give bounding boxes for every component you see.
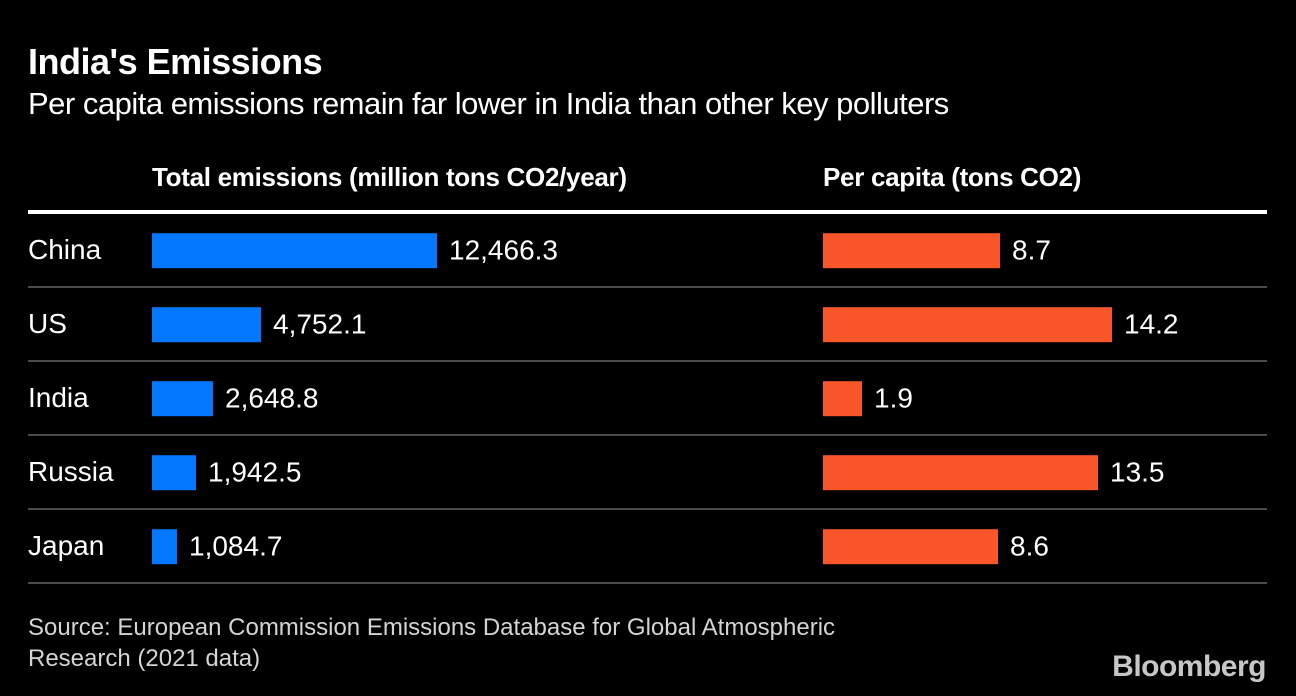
source-line-1: Source: European Commission Emissions Da… <box>28 614 836 641</box>
total-emissions-value: 1,084.7 <box>189 530 283 562</box>
source-line-2: Research (2021 data) <box>28 645 261 672</box>
per-capita-value: 8.7 <box>1012 234 1051 266</box>
per-capita-bar <box>823 455 1098 491</box>
per-capita-value: 13.5 <box>1110 456 1165 488</box>
total-emissions-bar <box>152 381 213 417</box>
total-emissions-bar <box>152 233 437 269</box>
country-label: US <box>28 308 67 339</box>
column-header-per-capita: Per capita (tons CO2) <box>823 162 1082 192</box>
source-note: Source: European Commission Emissions Da… <box>28 612 835 674</box>
table-row: Russia 1,942.5 13.5 <box>28 436 1267 510</box>
header-rule <box>28 210 1267 214</box>
column-header-total-emissions: Total emissions (million tons CO2/year) <box>152 162 627 192</box>
total-emissions-value: 12,466.3 <box>449 234 558 266</box>
total-emissions-value: 1,942.5 <box>208 456 302 488</box>
per-capita-value: 1.9 <box>874 382 913 414</box>
per-capita-value: 8.6 <box>1010 530 1049 562</box>
per-capita-bar <box>823 529 998 565</box>
chart-subtitle: Per capita emissions remain far lower in… <box>28 86 949 121</box>
per-capita-bar <box>823 307 1112 343</box>
country-label: Russia <box>28 456 114 487</box>
table-row: US 4,752.1 14.2 <box>28 288 1267 362</box>
total-emissions-bar <box>152 307 261 343</box>
country-label: China <box>28 234 102 265</box>
table-row: India 2,648.8 1.9 <box>28 362 1267 436</box>
per-capita-value: 14.2 <box>1124 308 1179 340</box>
chart-title: India's Emissions <box>28 41 323 82</box>
total-emissions-bar <box>152 455 196 491</box>
total-emissions-bar <box>152 529 177 565</box>
per-capita-bar <box>823 381 862 417</box>
table-row: Japan 1,084.7 8.6 <box>28 510 1267 584</box>
table-row: China 12,466.3 8.7 <box>28 214 1267 288</box>
country-label: India <box>28 382 89 413</box>
bar-rows: China 12,466.3 8.7 US 4,752.1 14.2 India 2,648.… <box>28 214 1267 584</box>
bloomberg-logo: Bloomberg <box>1112 650 1266 683</box>
total-emissions-value: 4,752.1 <box>273 308 367 340</box>
country-label: Japan <box>28 530 105 561</box>
total-emissions-value: 2,648.8 <box>225 382 319 414</box>
per-capita-bar <box>823 233 1000 269</box>
